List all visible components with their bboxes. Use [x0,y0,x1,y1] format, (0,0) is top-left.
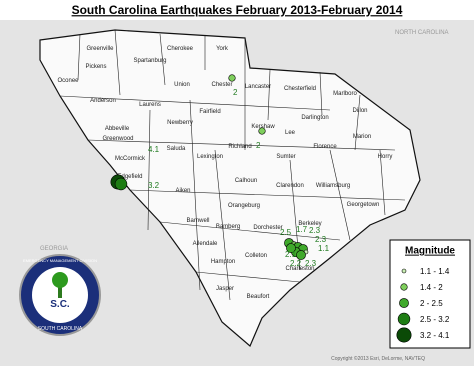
legend-label: 2 - 2.5 [420,299,443,308]
magnitude-label: 2.5 [280,228,292,237]
legend-label: 2.5 - 3.2 [420,315,450,324]
legend-symbol [397,312,411,326]
county-label: Saluda [167,146,186,152]
county-label: Barnwell [186,218,209,224]
legend-title: Magnitude [405,246,455,257]
magnitude-label: 2 [233,88,238,97]
legend: Magnitude 1.1 - 1.4 1.4 - 2 2 - 2.5 2.5 - 3… [389,239,471,349]
magnitude-label: 2.3 [309,226,321,235]
title: South Carolina Earthquakes February 2013… [72,3,403,17]
county-label: Kershaw [251,124,275,130]
county-label: Spartanburg [133,58,166,64]
county-label: Union [174,82,190,88]
state-outline [39,29,421,347]
county-label: Berkeley [298,221,321,227]
county-label: Florence [313,144,337,150]
county-label: Sumter [276,154,295,160]
county-label: Marlboro [333,91,357,97]
county-label: Newberry [167,120,193,126]
county-label: Colleton [245,253,267,259]
county-label: Charleston [285,266,314,272]
county-label: Aiken [175,188,190,194]
copyright: Copyright ©2013 Esri, DeLorme, NAVTEQ [331,355,425,362]
county-label: Dorchester [253,225,282,231]
legend-label: 1.1 - 1.4 [420,267,450,276]
county-label: Pickens [85,64,106,70]
county-label: Richland [228,144,251,150]
county-label: Dillon [352,108,367,114]
magnitude-label: 2.3 [305,259,317,268]
county-label: McCormick [115,156,146,162]
neighbor-label: NORTH CAROLINA [395,30,449,36]
county-label: Lee [285,130,296,136]
county-label: Greenwood [102,136,133,142]
county-label: Oconee [57,78,79,84]
county-label: Lancaster [245,84,271,90]
legend-label: 1.4 - 2 [420,283,443,292]
legend-symbol [401,268,407,274]
legend-symbol [400,283,408,291]
magnitude-label: 4.1 [148,145,160,154]
county-label: Williamsburg [316,183,350,189]
magnitude-label: 3.2 [148,181,160,190]
magnitude-label: 2.3 [315,235,327,244]
logo-palmetto [58,280,62,298]
logo-palmetto-top [52,272,68,288]
county-label: Jasper [216,286,234,292]
legend-label: 3.2 - 4.1 [420,331,450,340]
magnitude-label: 2.1 [285,250,297,259]
legend-symbol [399,298,409,308]
county-label: Horry [378,154,393,160]
county-label: Darlington [301,115,328,121]
legend-symbol [396,327,412,343]
county-label: Calhoun [235,178,257,184]
earthquake [114,177,128,191]
county-label: York [216,46,229,52]
magnitude-label: 2.2 [290,259,302,268]
county-label: Clarendon [276,183,304,189]
county-label: Lexington [197,154,223,160]
county-label: Chester [211,82,232,88]
county-label: Cherokee [167,46,194,52]
earthquake [286,243,296,253]
logo: EMERGENCY MANAGEMENT DIVISION S.C. SOUTH… [19,254,101,336]
logo-bottom-text: SOUTH CAROLINA [38,326,83,332]
neighbor-label: GEORGIA [40,246,68,252]
county-label: Beaufort [247,294,270,300]
magnitude-label: 1.1 [318,244,330,253]
county-label: Edgefield [117,174,142,180]
county-label: Abbeville [105,126,130,132]
logo-center-text: S.C. [50,299,70,310]
county-label: Allendale [193,241,218,247]
earthquake [296,250,306,260]
logo-top-text: EMERGENCY MANAGEMENT DIVISION [23,258,97,263]
county-label: Anderson [90,98,116,104]
magnitude-label: 1.7 [296,225,308,234]
county-lines [59,29,406,301]
earthquake [258,127,266,135]
county-label: Georgetown [347,202,380,208]
earthquake [228,74,236,82]
county-label: Bamberg [216,224,240,230]
county-label: Fairfield [199,109,220,115]
county-label: Marion [353,134,371,140]
county-label: Hampton [211,259,235,265]
county-label: Orangeburg [228,203,260,209]
county-label: Chesterfield [284,86,316,92]
county-label: Greenville [86,46,114,52]
county-label: Laurens [139,102,161,108]
magnitude-label: 2 [256,141,261,150]
